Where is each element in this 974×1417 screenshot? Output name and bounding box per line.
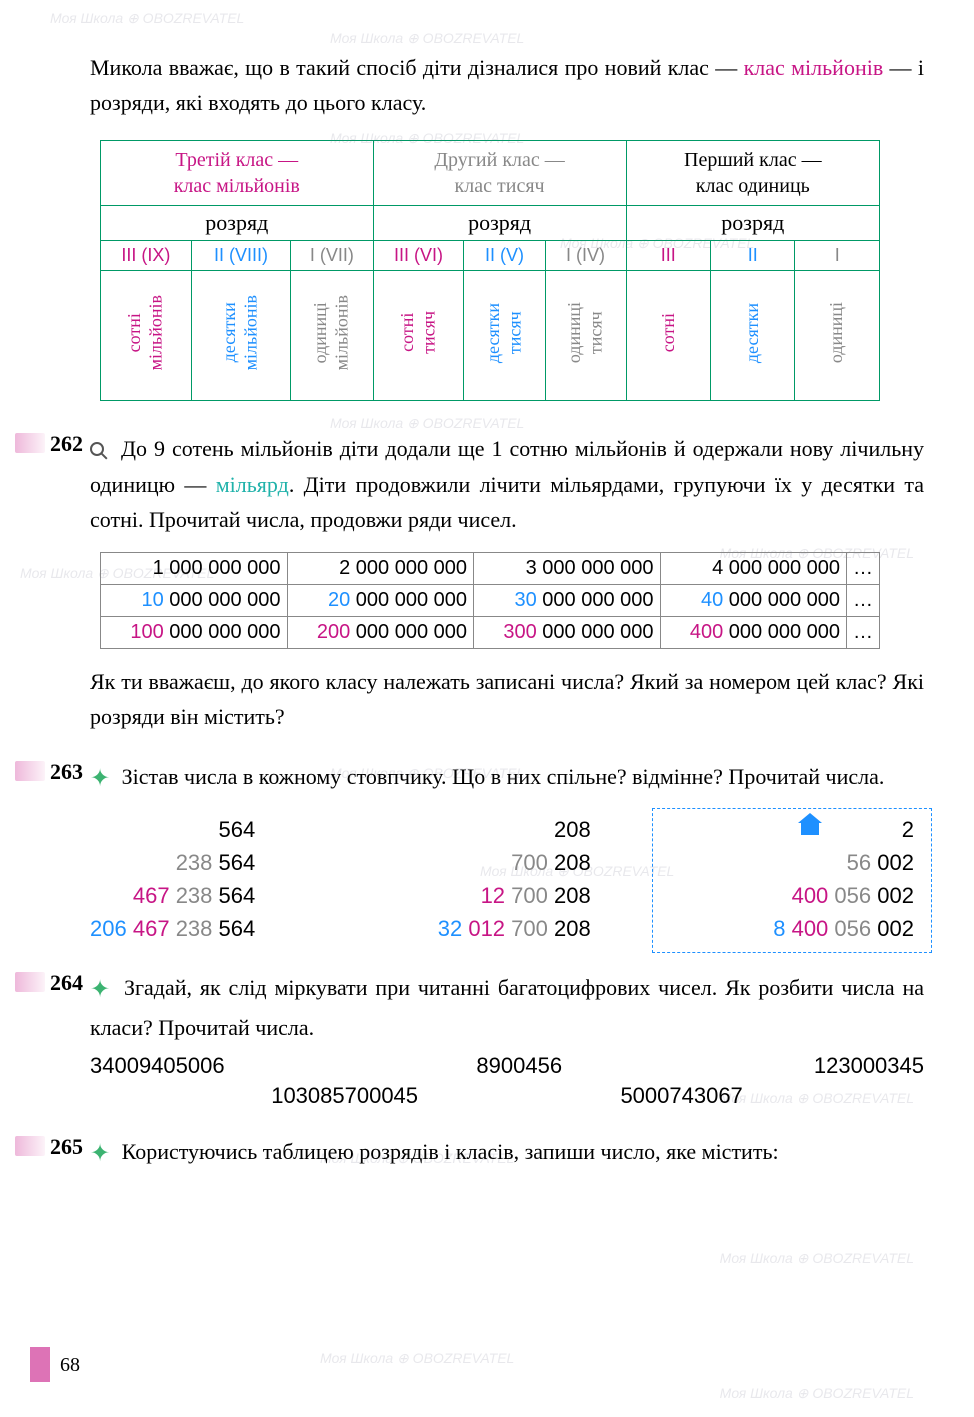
intro-paragraph: Микола вважає, що в такий спосіб діти ді… [90, 50, 924, 120]
exercise-number: 263 [50, 759, 83, 785]
ex263-text: Зістав числа в кожному стовпчику. Що в н… [122, 764, 885, 789]
num-col-2: 208 700 208 12 700 208 32 012 700 208 [438, 813, 591, 945]
rank-cell: одиницімільйонів [291, 271, 373, 401]
header-class1: Перший клас —клас одиниць [626, 141, 879, 206]
rank-cell: одиниці [795, 271, 880, 401]
class-rank-table: Третій клас —клас мільйонів Другий клас … [100, 140, 880, 401]
page-bar [30, 1347, 50, 1382]
roman-5: II (V) [464, 241, 545, 271]
exercise-265: 265 ✦ Користуючись таблицею розрядів і к… [90, 1134, 924, 1173]
term-billion: мільярд [216, 472, 289, 497]
header-class2: Другий клас —клас тисяч [373, 141, 626, 206]
razryad-label: розряд [373, 206, 626, 241]
intro-text-a: Микола вважає, що в такий спосіб діти ді… [90, 55, 744, 80]
puzzle-icon: ✦ [90, 1135, 110, 1173]
read-numbers-row2: 103085700045 5000743067 [90, 1083, 924, 1109]
ex264-text: Згадай, як слід міркувати при читанні ба… [90, 975, 924, 1039]
exercise-263: 263 ✦ Зістав числа в кожному стовпчику. … [90, 759, 924, 945]
puzzle-icon: ✦ [90, 971, 110, 1009]
read-numbers-row1: 34009405006 8900456 123000345 [90, 1053, 924, 1079]
exercise-264: 264 ✦ Згадай, як слід міркувати при чита… [90, 970, 924, 1108]
number: 34009405006 [90, 1053, 225, 1079]
exercise-number: 265 [50, 1134, 83, 1160]
header-class3: Третій клас —клас мільйонів [101, 141, 374, 206]
ex262-question: Як ти вважаєш, до якого класу належать з… [90, 664, 924, 734]
watermark: Моя Школа ⊕ OBOZREVATEL [50, 10, 244, 27]
exercise-marker [15, 433, 45, 453]
rank-cell: десяткитисяч [464, 271, 545, 401]
magnify-icon [90, 442, 104, 456]
roman-1: I [795, 241, 880, 271]
roman-9: III (IX) [101, 241, 192, 271]
number: 103085700045 [271, 1083, 418, 1109]
number-columns: 564 238 564 467 238 564 206 467 238 564 … [90, 813, 924, 945]
exercise-marker [15, 972, 45, 992]
puzzle-icon: ✦ [90, 760, 110, 798]
roman-6: III (VI) [373, 241, 464, 271]
exercise-262: 262 До 9 сотень мільйонів діти додали ще… [90, 431, 924, 734]
exercise-number: 264 [50, 970, 83, 996]
watermark: Моя Школа ⊕ OBOZREVATEL [720, 1385, 914, 1402]
watermark: Моя Школа ⊕ OBOZREVATEL [330, 30, 524, 47]
rank-cell: сотнітисяч [373, 271, 464, 401]
watermark: Моя Школа ⊕ OBOZREVATEL [330, 415, 524, 432]
exercise-number: 262 [50, 431, 83, 457]
term-class-millions: клас мільйонів [744, 55, 884, 80]
rank-cell: десятки [711, 271, 795, 401]
number: 8900456 [476, 1053, 562, 1079]
num-col-1: 564 238 564 467 238 564 206 467 238 564 [90, 813, 255, 945]
page-number: 68 [60, 1354, 80, 1377]
roman-3: III [626, 241, 710, 271]
number: 5000743067 [620, 1083, 742, 1109]
watermark: Моя Школа ⊕ OBOZREVATEL [720, 1250, 914, 1267]
razryad-label: розряд [626, 206, 879, 241]
num-col-3: 2 56 002 400 056 002 8 400 056 002 [773, 813, 924, 945]
rank-cell: одиницітисяч [545, 271, 626, 401]
ex265-text: Користуючись таблицею розрядів і класів,… [122, 1139, 779, 1164]
roman-4: I (IV) [545, 241, 626, 271]
exercise-marker [15, 761, 45, 781]
dashed-box [652, 808, 932, 953]
roman-8: II (VIII) [191, 241, 290, 271]
number: 123000345 [814, 1053, 924, 1079]
rank-cell: сотнімільйонів [101, 271, 192, 401]
billions-table: 1 000 000 000 2 000 000 000 3 000 000 00… [100, 552, 880, 649]
roman-2: II [711, 241, 795, 271]
watermark: Моя Школа ⊕ OBOZREVATEL [320, 1350, 514, 1367]
rank-cell: десяткимільйонів [191, 271, 290, 401]
exercise-marker [15, 1136, 45, 1156]
razryad-label: розряд [101, 206, 374, 241]
rank-cell: сотні [626, 271, 710, 401]
roman-7: I (VII) [291, 241, 373, 271]
